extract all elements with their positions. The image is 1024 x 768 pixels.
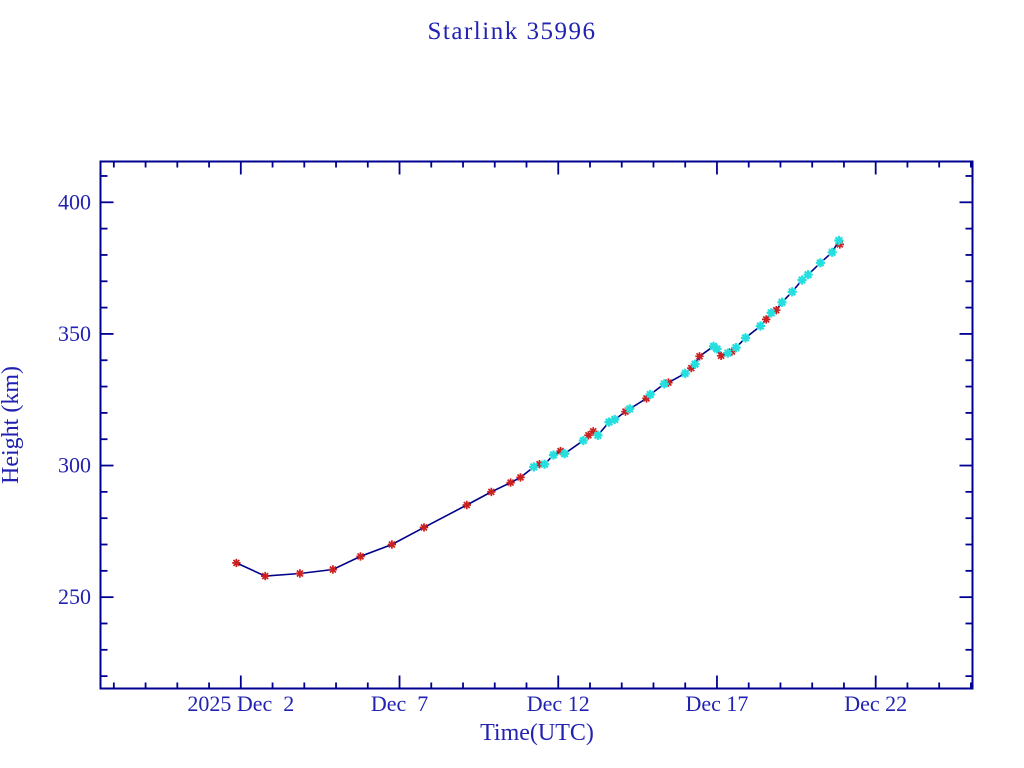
x-tick-label: 2025 Dec 2 [187,691,294,716]
x-tick-label: Dec 12 [527,691,590,716]
height-line [236,238,841,577]
chart-title: Starlink 35996 [428,18,597,45]
y-tick-labels: 250 300 350 400 [58,189,91,609]
series-cyan-asterisk-points [529,235,844,472]
x-tick-label: Dec 17 [686,691,749,716]
axis-ticks [100,161,973,689]
cyan-asterisk-points-markers [529,235,844,472]
x-tick-label: Dec 22 [844,691,907,716]
y-axis-title: Height (km) [0,366,24,484]
y-tick-label: 300 [58,453,91,478]
x-tick-label: Dec 7 [371,691,428,716]
x-axis-title: Time(UTC) [480,720,594,746]
y-tick-label: 250 [58,584,91,609]
plot-frame [99,160,974,690]
x-tick-labels: 2025 Dec 2 Dec 7 Dec 12 Dec 17 Dec 22 [187,691,907,716]
y-tick-label: 400 [58,189,91,214]
y-tick-label: 350 [58,321,91,346]
series-red-asterisk-points [232,240,844,581]
red-asterisk-points-markers [232,240,844,581]
plot-area: 2025 Dec 2 Dec 7 Dec 12 Dec 17 Dec 22 250 300 3… [58,160,974,716]
